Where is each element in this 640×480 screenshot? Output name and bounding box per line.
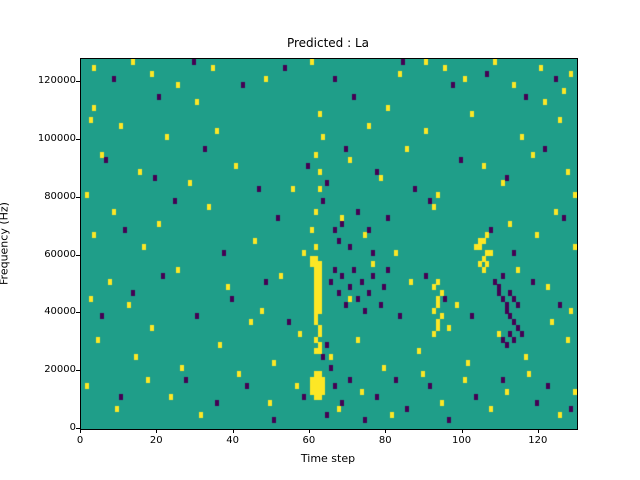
y-tick-mark [76, 370, 80, 372]
y-tick-mark [76, 138, 80, 140]
x-tick-label: 0 [76, 435, 84, 446]
x-tick-label: 40 [226, 435, 239, 446]
y-tick-mark [76, 428, 80, 429]
y-tick-label: 120000 [37, 75, 76, 87]
y-tick-mark [76, 312, 80, 314]
y-tick-label: 0 [69, 422, 76, 433]
x-tick-label: 100 [451, 435, 472, 446]
y-tick-label: 100000 [37, 132, 76, 144]
y-tick-label: 60000 [44, 248, 76, 260]
x-tick-mark [232, 429, 234, 433]
x-tick-mark [537, 429, 539, 433]
x-tick-mark [156, 429, 158, 433]
x-tick-label: 60 [302, 435, 316, 446]
y-tick-mark [76, 196, 80, 198]
x-tick-mark [461, 429, 463, 433]
x-tick-mark [80, 429, 81, 433]
y-tick-mark [76, 81, 80, 83]
x-tick-mark [385, 429, 387, 433]
x-tick-mark [308, 429, 310, 433]
y-tick-label: 20000 [44, 364, 76, 376]
x-axis-label: Time step [300, 452, 356, 465]
x-tick-label: 80 [378, 435, 392, 446]
y-tick-label: 40000 [44, 306, 76, 318]
x-tick-label: 20 [149, 435, 163, 446]
heatmap-canvas [81, 59, 577, 429]
plot-area [80, 58, 578, 430]
x-tick-label: 120 [528, 435, 548, 446]
chart-title: Predicted : La [286, 36, 370, 50]
y-axis-label: Frequency (Hz) [0, 202, 11, 285]
y-tick-mark [76, 254, 80, 256]
y-tick-label: 80000 [44, 190, 76, 202]
